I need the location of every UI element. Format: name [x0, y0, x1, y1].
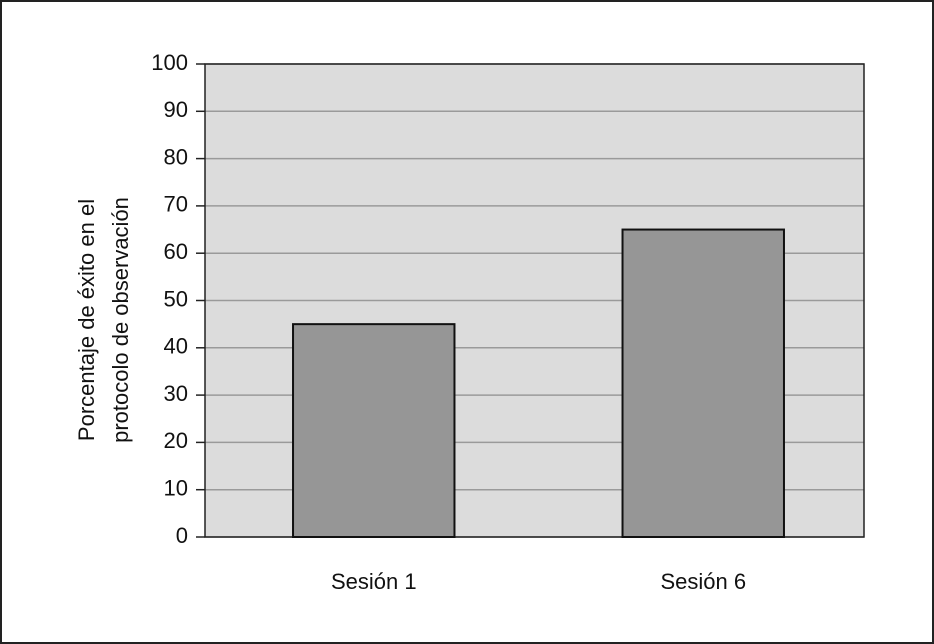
y-axis-label: Porcentaje de éxito en el — [74, 199, 99, 441]
y-tick-label: 50 — [164, 286, 188, 311]
y-tick-label: 0 — [176, 523, 188, 548]
y-tick-label: 80 — [164, 144, 188, 169]
y-tick-label: 40 — [164, 334, 188, 359]
x-tick-label: Sesión 6 — [660, 569, 746, 594]
plot-border — [204, 63, 865, 538]
y-tick-label: 90 — [164, 97, 188, 122]
y-tick-label: 20 — [164, 428, 188, 453]
x-tick-label: Sesión 1 — [331, 569, 417, 594]
y-tick-label: 60 — [164, 239, 188, 264]
y-tick-label: 30 — [164, 381, 188, 406]
y-tick-label: 70 — [164, 192, 188, 217]
y-tick-label: 100 — [151, 50, 188, 75]
bar — [621, 228, 785, 539]
y-tick-label: 10 — [164, 476, 188, 501]
bar — [292, 323, 456, 538]
y-axis-label: protocolo de observación — [108, 197, 133, 443]
